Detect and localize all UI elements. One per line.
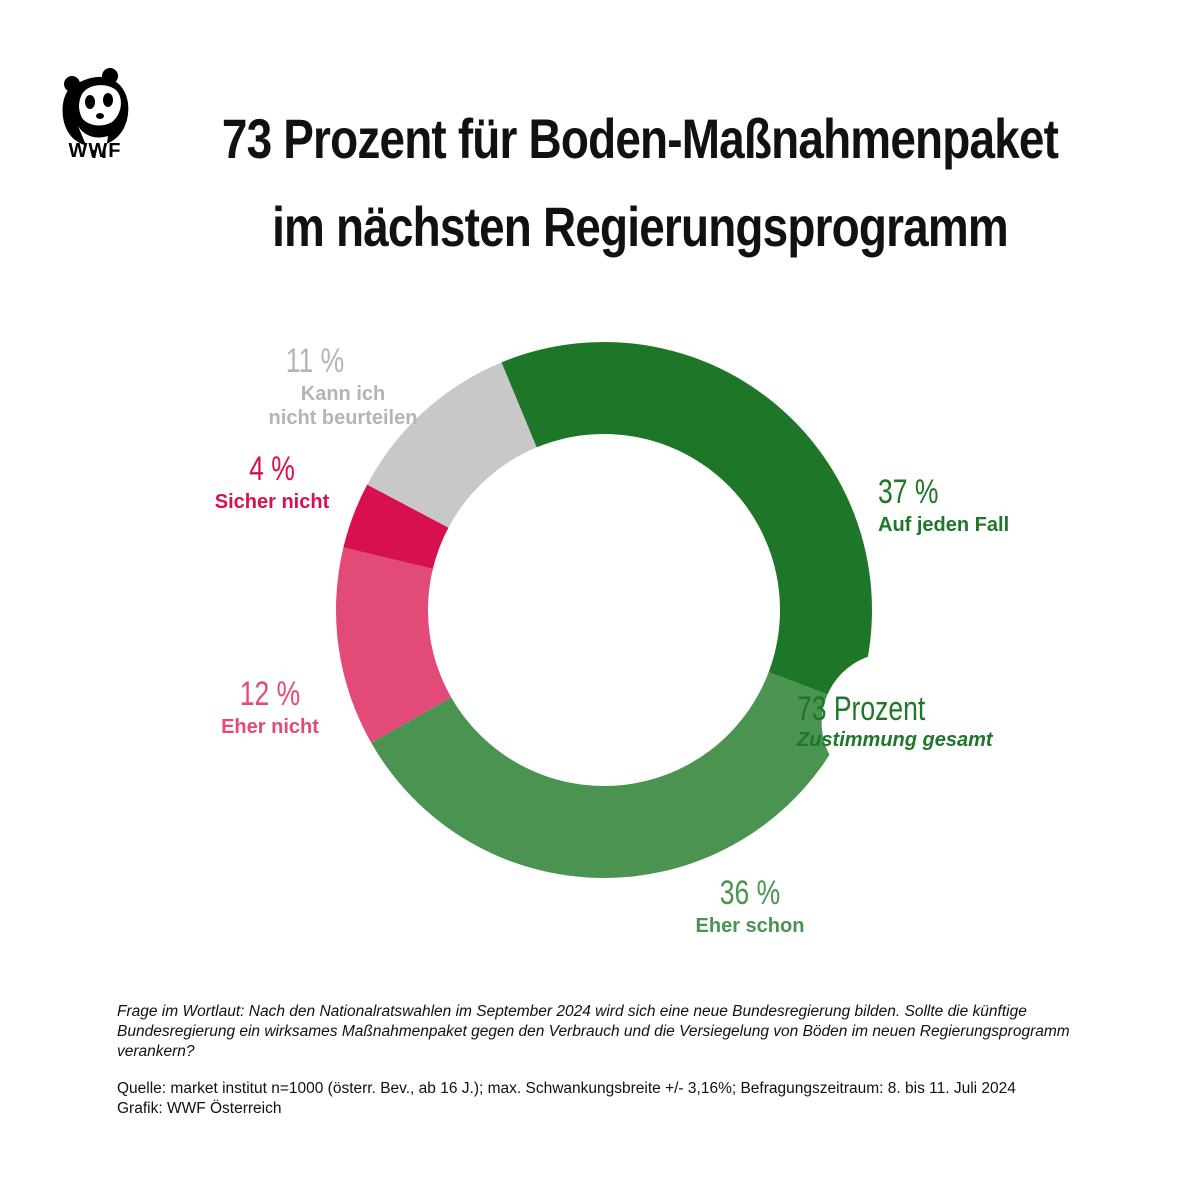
annotation-text: Zustimmung gesamt (796, 729, 994, 751)
credit-text: Grafik: WWF Österreich (117, 1100, 282, 1117)
slice-eher-schon (371, 672, 855, 878)
source-text: Quelle: market institut n=1000 (österr. … (117, 1080, 1016, 1097)
donut-chart: 37 % Auf jeden Fall 36 % Eher schon 12 % Eher… (215, 342, 1009, 937)
category-label-eher-nicht: Eher nicht (221, 716, 319, 738)
title-line-1: 73 Prozent für Boden-Maßnahmenpaket (221, 107, 1059, 170)
annotation-total: 73 Prozent (797, 690, 926, 728)
category-label-kann-ich-nicht-beurteilen-line-2: nicht beurteilen (269, 407, 418, 429)
value-label-eher-schon: 36 % (720, 874, 780, 912)
slice-kann-ich-nicht-beurteilen (367, 362, 537, 528)
value-label-auf-jeden-fall: 37 % (878, 473, 938, 511)
category-label-auf-jeden-fall: Auf jeden Fall (878, 514, 1009, 536)
title-line-2: im nächsten Regierungsprogramm (272, 195, 1009, 258)
source-line: Quelle: market institut n=1000 (österr. … (117, 1079, 1117, 1119)
wwf-logo-text: WWF (68, 140, 122, 162)
value-label-kann-ich-nicht-beurteilen: 11 % (286, 342, 344, 380)
value-label-sicher-nicht: 4 % (249, 450, 295, 488)
value-label-eher-nicht: 12 % (240, 675, 300, 713)
category-label-eher-schon: Eher schon (696, 915, 805, 937)
slice-sicher-nicht (343, 484, 449, 569)
category-label-kann-ich-nicht-beurteilen-line-1: Kann ich (301, 383, 385, 405)
slice-auf-jeden-fall (501, 342, 872, 705)
chart-title: 73 Prozent für Boden-Maßnahmenpaket im n… (214, 95, 1067, 271)
panda-logo-icon (62, 68, 129, 158)
annotation-bubble (821, 652, 962, 793)
survey-question: Frage im Wortlaut: Nach den Nationalrats… (117, 1003, 1070, 1060)
category-label-sicher-nicht: Sicher nicht (215, 491, 330, 513)
slice-eher-nicht (335, 547, 452, 743)
